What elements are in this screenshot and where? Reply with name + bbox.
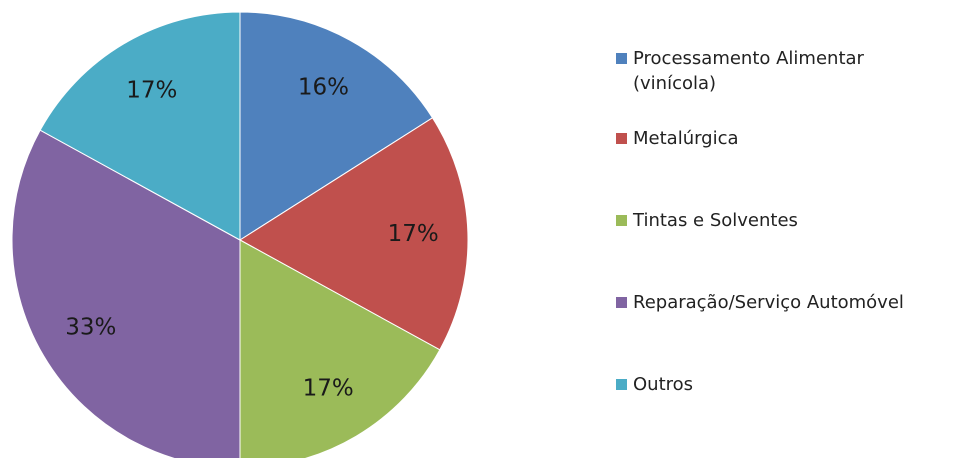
legend-swatch [616, 133, 627, 144]
legend-item: Reparação/Serviço Automóvel [612, 290, 904, 315]
legend-label: Tintas e Solventes [633, 210, 798, 231]
legend-label: Metalúrgica [633, 128, 739, 149]
slice [239, 11, 434, 241]
legend-label: Processamento Alimentar (vinícola) [633, 48, 864, 94]
data-label: 17% [388, 221, 439, 247]
legend-swatch [616, 297, 627, 308]
data-label: 33% [65, 315, 116, 341]
legend-item: Outros [612, 372, 693, 397]
legend-label: Reparação/Serviço Automóvel [633, 292, 904, 313]
legend-label: Outros [633, 374, 694, 395]
data-label: 17% [126, 77, 177, 103]
slice [11, 129, 241, 458]
legend-item: Processamento Alimentar (vinícola) [612, 46, 923, 96]
data-label: 16% [298, 75, 349, 101]
slice [239, 117, 469, 351]
legend-swatch [616, 53, 627, 64]
slice [239, 239, 441, 458]
legend-item: Tintas e Solventes [612, 208, 798, 233]
data-label: 17% [303, 376, 354, 402]
slice [39, 11, 241, 241]
legend-swatch [616, 215, 627, 226]
legend-item: Metalúrgica [612, 126, 739, 151]
legend-swatch [616, 379, 627, 390]
